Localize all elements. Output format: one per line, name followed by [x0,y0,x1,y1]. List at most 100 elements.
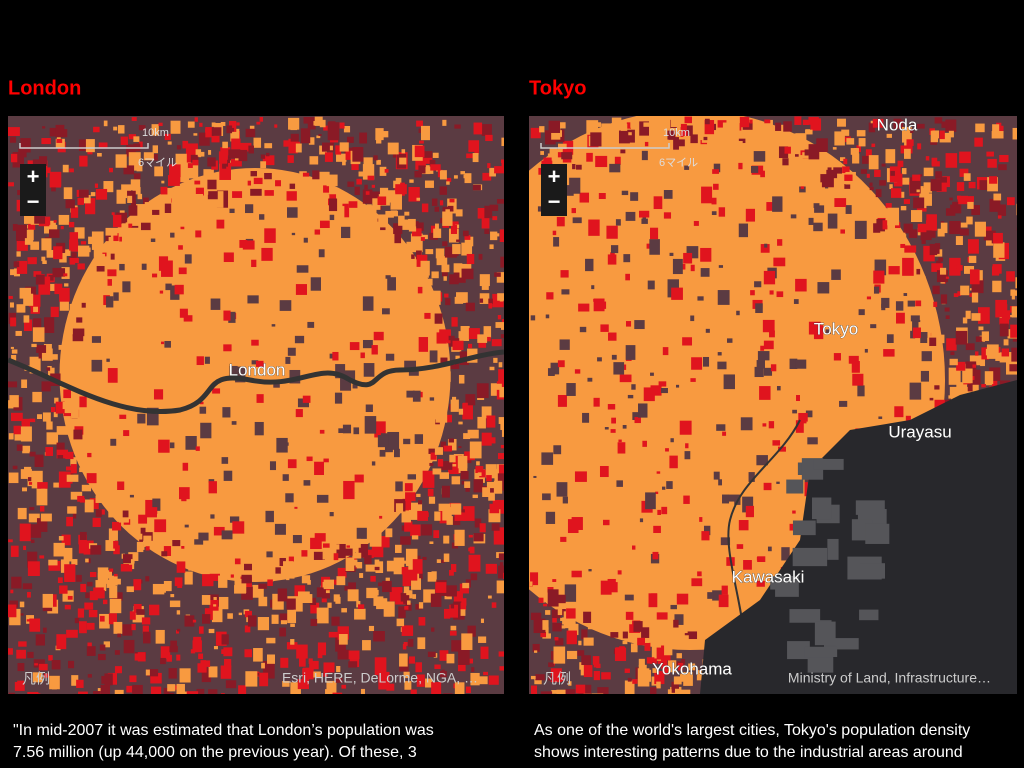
density-cell [78,541,87,554]
density-cell [557,608,563,616]
density-cell [541,452,554,465]
density-cell [245,671,258,687]
density-cell [799,186,806,193]
density-cell [87,581,93,587]
density-cell [486,415,496,428]
density-cell [666,481,673,489]
density-cell [429,462,434,466]
density-cell [260,154,266,159]
density-cell [286,642,298,650]
density-cell [48,560,61,571]
density-cell [903,293,908,296]
river [8,349,504,414]
density-cell [13,425,21,435]
legend-button[interactable]: 凡例 [22,671,50,687]
density-cell [93,246,102,258]
density-cell [207,179,217,190]
density-cell [423,589,435,603]
zoom-in[interactable]: + [27,164,40,189]
density-cell [36,345,47,353]
density-cell [763,482,772,491]
density-cell [566,383,576,396]
density-cell [652,668,657,673]
density-cell [146,407,159,426]
density-cell [408,218,416,228]
density-cell [914,276,926,291]
density-cell [199,406,207,414]
reclaimed-land [807,656,834,673]
density-cell [410,689,417,694]
density-cell [390,192,402,210]
density-cell [74,227,85,239]
zoom-in[interactable]: + [548,164,561,189]
density-cell [59,301,69,311]
density-cell [616,480,623,487]
density-cell [27,691,39,694]
density-cell [409,656,416,664]
density-cell [309,597,317,606]
density-cell [153,389,164,400]
density-cell [140,527,146,534]
density-cell [483,326,492,338]
density-cell [224,659,232,668]
zoom-out[interactable]: − [27,189,40,214]
density-cell [909,382,922,400]
density-cell [371,184,376,188]
density-cell [754,366,764,378]
density-cell [12,465,18,470]
density-cell [441,264,450,273]
density-cell [8,433,14,440]
density-cell [143,197,149,205]
density-cell [960,222,968,228]
density-cell [333,579,337,585]
density-cell [10,346,14,349]
density-cell [426,278,433,286]
density-cell [187,163,193,168]
density-cell [182,462,189,471]
density-cell [314,533,326,542]
density-cell [152,583,165,595]
density-cell [323,662,335,673]
density-cell [615,219,621,226]
reclaimed-land [811,497,832,520]
density-cell [228,311,236,323]
density-cell [46,432,59,445]
density-cell [134,653,142,661]
density-cell [27,477,32,482]
density-cell [302,668,311,680]
density-cell [57,426,65,435]
density-cell [128,205,138,216]
density-cell [163,546,172,556]
density-cell [903,223,913,234]
density-cell [811,148,818,156]
density-cell [476,461,480,466]
density-cell [322,550,330,560]
density-cell [208,628,215,634]
density-cell [563,611,576,629]
density-cell [727,338,733,343]
density-cell [898,177,910,185]
density-cell [600,580,612,595]
density-cell [279,613,291,621]
density-cell [718,594,729,608]
zoom-out[interactable]: − [548,189,561,214]
density-cell [262,155,275,166]
density-cell [486,336,491,342]
density-cell [948,130,954,138]
legend-button[interactable]: 凡例 [543,671,571,687]
density-cell [434,447,443,455]
map-label: Yokohama [652,659,732,678]
density-cell [856,130,866,137]
density-cell [290,682,301,694]
density-cell [910,315,920,322]
density-cell [458,374,465,384]
density-cell [38,663,48,671]
density-cell [421,234,428,240]
density-cell [424,274,429,278]
density-cell [940,222,948,234]
density-cell [69,239,78,251]
density-cell [148,507,158,514]
density-cell [84,499,94,513]
density-cell [498,464,504,476]
density-cell [408,186,420,202]
